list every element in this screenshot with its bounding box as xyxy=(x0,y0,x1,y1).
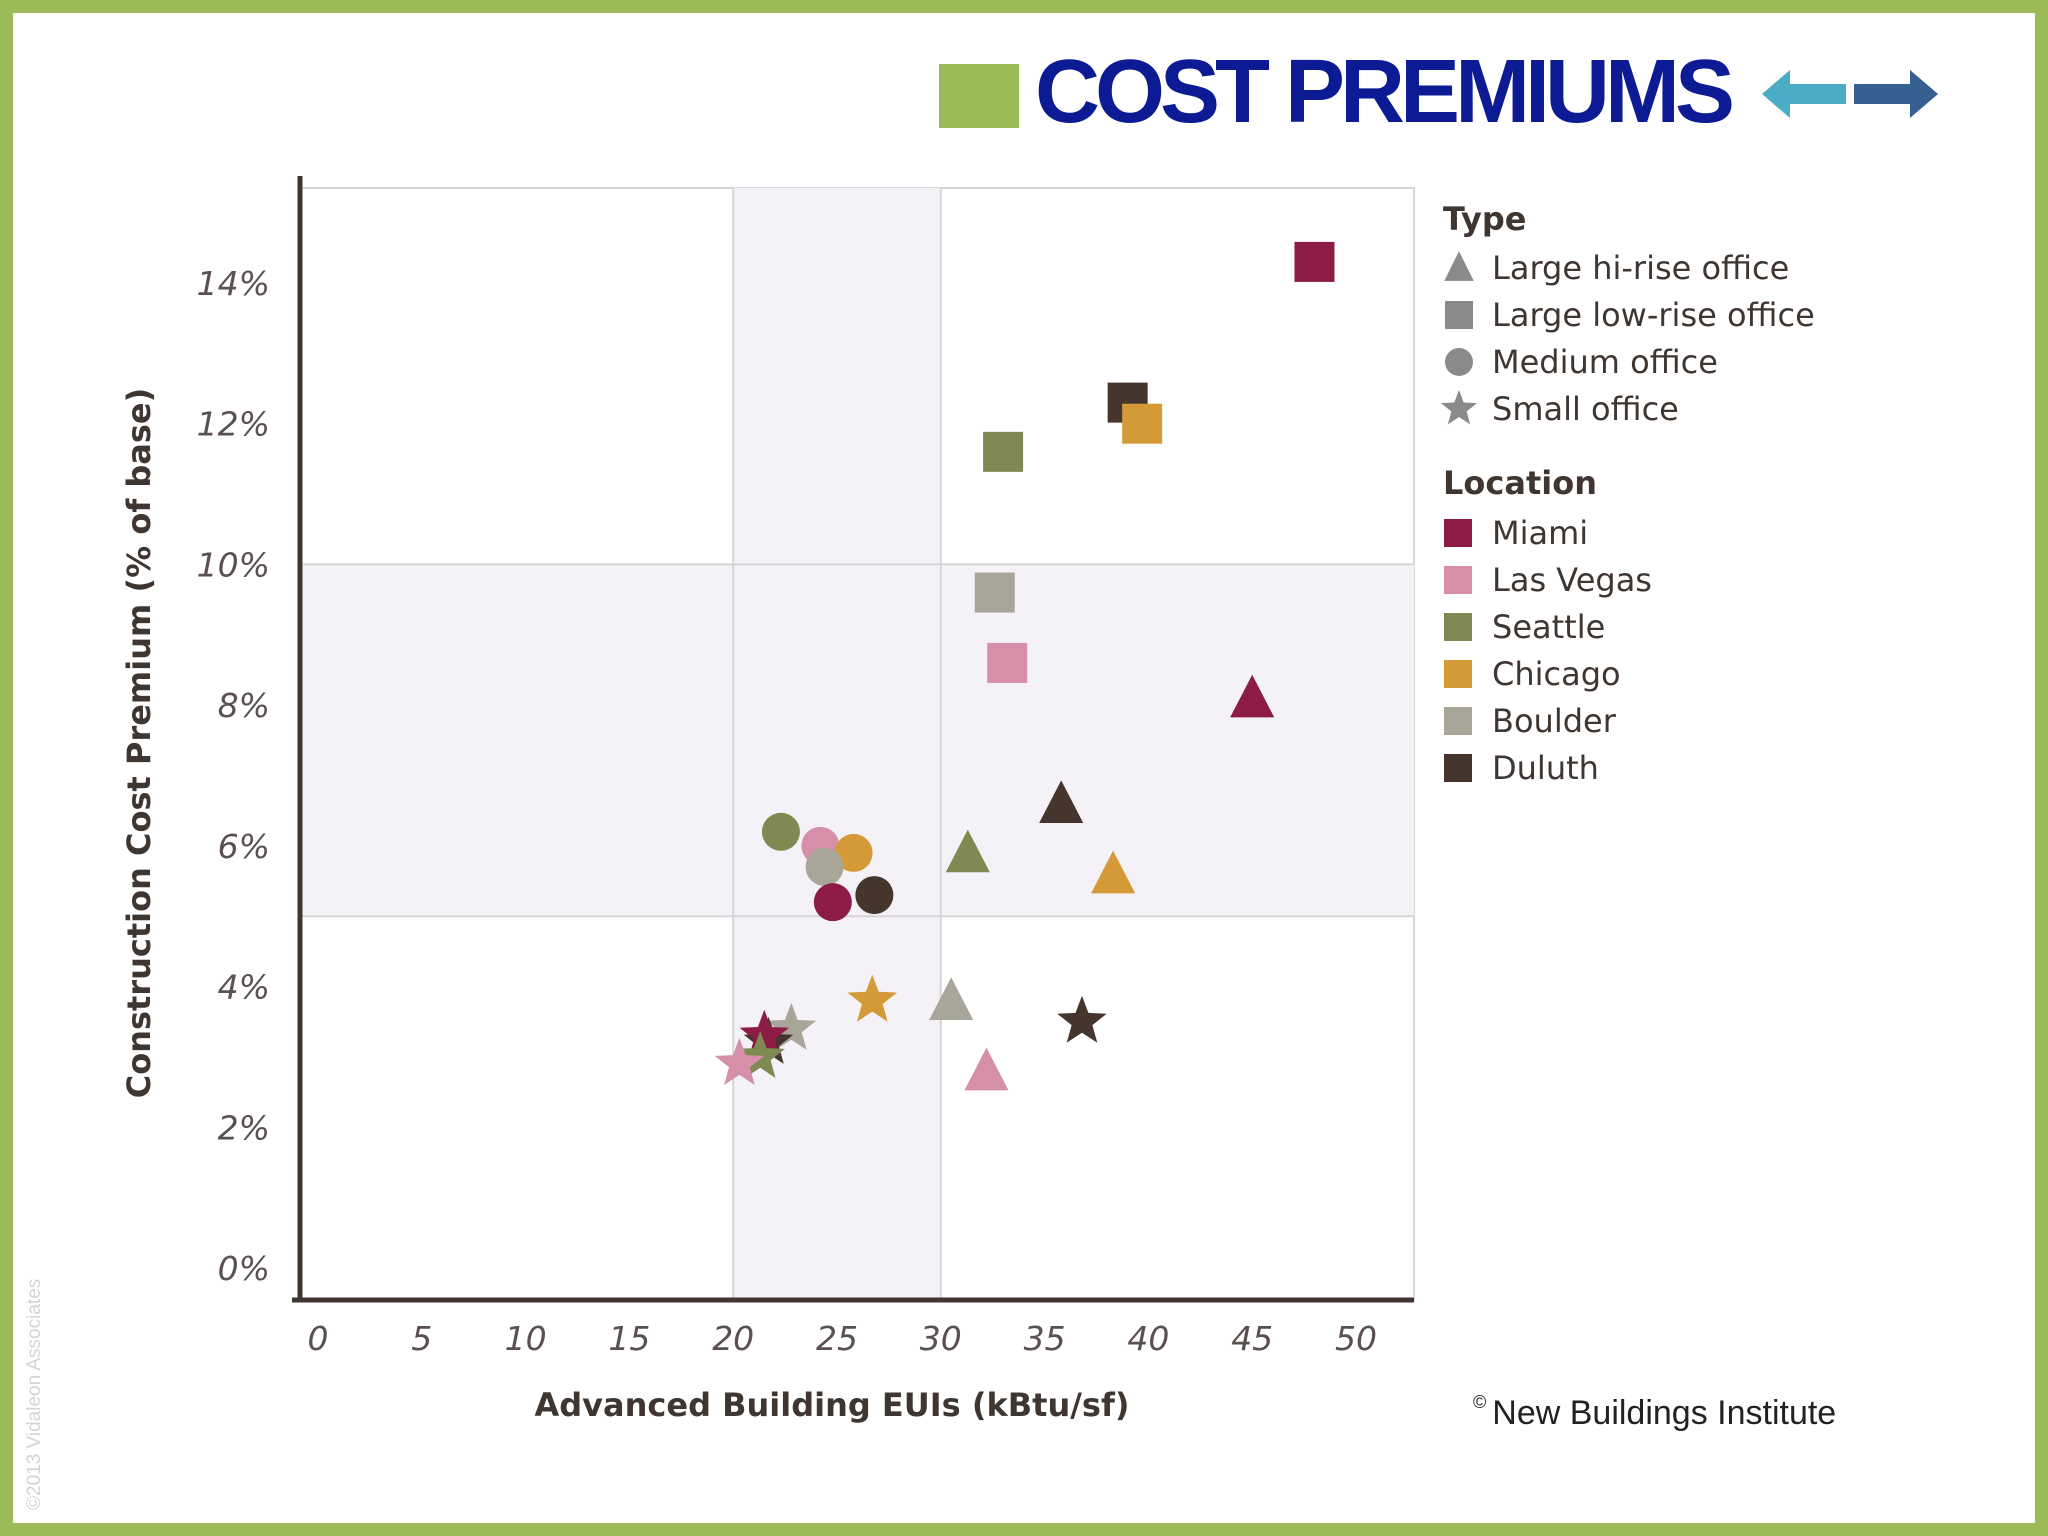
legend-location-title: Location xyxy=(1443,464,1597,502)
legend-star-icon xyxy=(1440,390,1478,425)
x-tick-label: 40 xyxy=(1127,1319,1169,1358)
point-star-duluth xyxy=(1057,995,1107,1043)
point-star-seattle xyxy=(735,1030,785,1078)
chart-axes xyxy=(292,176,1414,1303)
x-tick-label: 35 xyxy=(1024,1319,1066,1358)
y-axis-title: Construction Cost Premium (% of base) xyxy=(120,388,158,1099)
legend-location-label: Duluth xyxy=(1492,749,1599,787)
plot-area xyxy=(299,187,1415,1301)
title-accent-square xyxy=(939,64,1019,128)
back-arrow-icon[interactable] xyxy=(1762,70,1846,118)
point-star-miami xyxy=(739,1009,790,1057)
legend-type-title: Type xyxy=(1443,200,1527,238)
copyright-note: © New Buildings Institute xyxy=(1473,1392,1836,1433)
y-tick-label: 12% xyxy=(197,405,270,444)
legend-type-label: Large hi-rise office xyxy=(1492,249,1789,287)
point-star-chicago xyxy=(847,974,897,1022)
legend-color-swatch xyxy=(1444,660,1472,688)
legend-color-swatch xyxy=(1444,566,1472,594)
copyright-symbol: © xyxy=(1473,1392,1487,1412)
point-triangle-seattle xyxy=(945,829,990,873)
x-tick-label: 45 xyxy=(1231,1319,1273,1358)
legend-type-label: Large low-rise office xyxy=(1492,296,1815,334)
data-points xyxy=(714,241,1335,1091)
point-square-chicago xyxy=(1122,403,1163,444)
y-tick-label: 6% xyxy=(218,827,270,866)
legend-location-label: Miami xyxy=(1492,514,1588,552)
legend-type-label: Small office xyxy=(1492,390,1679,428)
x-tick-label: 20 xyxy=(712,1319,754,1358)
legend-location-label: Las Vegas xyxy=(1492,561,1652,599)
point-triangle-miami xyxy=(1230,674,1275,718)
y-tick-label: 8% xyxy=(218,686,270,725)
x-tick-label: 5 xyxy=(411,1319,432,1358)
point-circle-chicago xyxy=(834,833,873,872)
legend-color-swatch xyxy=(1444,519,1472,547)
legend-type-label: Medium office xyxy=(1492,343,1718,381)
y-tick-label: 2% xyxy=(218,1108,270,1147)
point-circle-seattle xyxy=(761,812,800,851)
legend: Type Large hi-rise office Large low-rise o… xyxy=(1440,200,1815,787)
point-triangle-chicago xyxy=(1091,850,1136,894)
point-circle-miami xyxy=(813,883,852,922)
point-square-seattle xyxy=(983,431,1024,472)
legend-location-label: Seattle xyxy=(1492,608,1605,646)
tick-labels: 0 5 10 15 20 25 30 35 40 45 50 0% 2% 4% 6% 8% 10% 12% 14% xyxy=(197,264,1377,1358)
x-tick-label: 0 xyxy=(308,1319,329,1358)
x-tick-label: 25 xyxy=(816,1319,858,1358)
x-tick-label: 30 xyxy=(920,1319,962,1358)
point-star-boulder xyxy=(766,1002,817,1050)
watermark: ©2013 Vidaleon Associates xyxy=(24,1278,45,1510)
y-tick-label: 0% xyxy=(218,1249,270,1288)
x-tick-label: 50 xyxy=(1335,1319,1377,1358)
legend-square-icon xyxy=(1445,301,1473,329)
legend-triangle-icon xyxy=(1444,251,1474,281)
x-axis-title: Advanced Building EUIs (kBtu/sf) xyxy=(534,1386,1129,1424)
legend-location-label: Boulder xyxy=(1492,702,1617,740)
x-tick-label: 10 xyxy=(505,1319,547,1358)
slide-title: COST PREMIUMS xyxy=(1035,42,1735,142)
point-triangle-las-vegas xyxy=(964,1047,1009,1091)
plot-reference-lines xyxy=(300,188,1414,1300)
legend-color-swatch xyxy=(1444,754,1472,782)
point-circle-boulder xyxy=(805,847,844,886)
y-tick-label: 14% xyxy=(197,264,270,303)
point-square-boulder xyxy=(974,572,1015,613)
legend-location-label: Chicago xyxy=(1492,655,1621,693)
x-tick-label: 15 xyxy=(608,1319,650,1358)
point-triangle-duluth xyxy=(1039,780,1084,823)
point-star-las-vegas xyxy=(714,1038,765,1085)
legend-color-swatch xyxy=(1444,707,1472,735)
axis-titles: Advanced Building EUIs (kBtu/sf) Constru… xyxy=(120,388,1130,1424)
y-tick-label: 4% xyxy=(218,968,270,1007)
point-square-miami xyxy=(1294,241,1335,282)
legend-color-swatch xyxy=(1444,613,1472,641)
point-square-las-vegas xyxy=(987,642,1028,683)
point-triangle-boulder xyxy=(929,977,974,1020)
forward-arrow-icon[interactable] xyxy=(1854,70,1938,118)
point-circle-duluth xyxy=(855,876,894,915)
copyright-text: New Buildings Institute xyxy=(1492,1394,1837,1432)
nav-arrows xyxy=(1762,70,1938,118)
legend-circle-icon xyxy=(1445,348,1473,376)
y-tick-label: 10% xyxy=(197,545,270,584)
